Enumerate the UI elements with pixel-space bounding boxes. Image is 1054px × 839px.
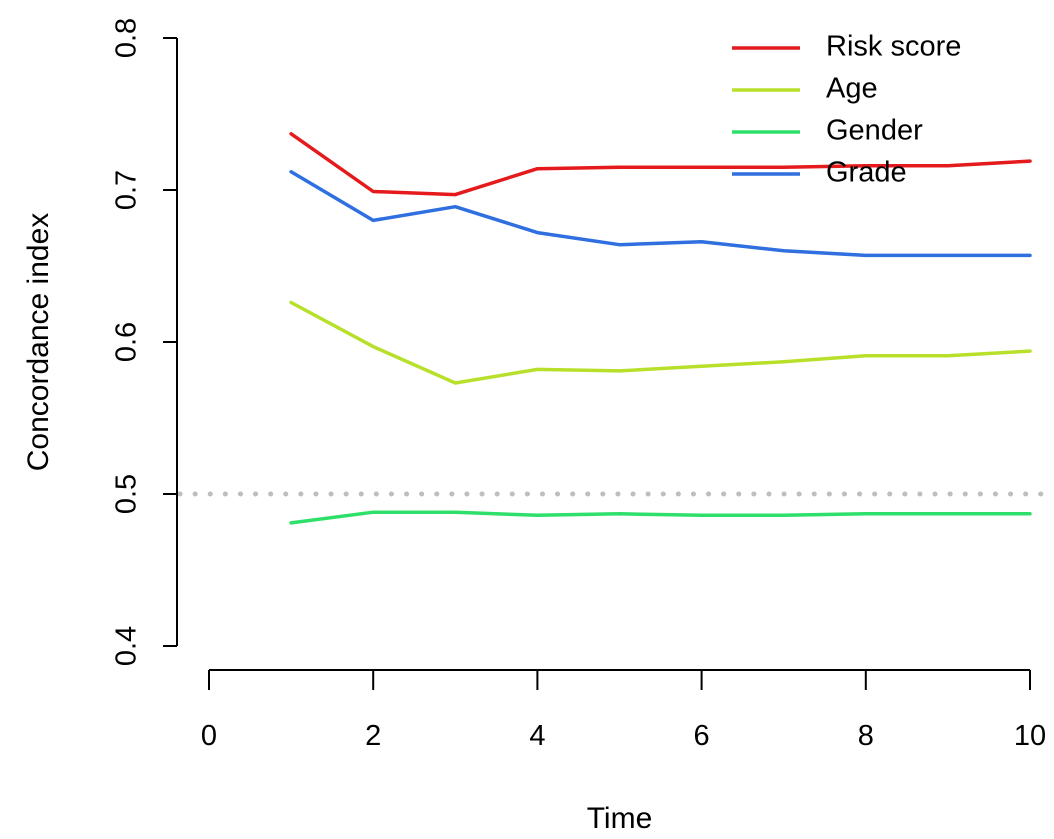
x-tick-label: 4 <box>529 720 545 752</box>
legend-label-age: Age <box>826 73 878 105</box>
y-tick-label: 0.5 <box>111 474 143 514</box>
series-layer <box>289 132 1032 525</box>
series-line-gender <box>289 510 1032 525</box>
x-axis-title: Time <box>587 802 653 835</box>
y-tick-label: 0.4 <box>111 626 143 666</box>
x-tick-label: 0 <box>201 720 217 752</box>
x-tick-label: 6 <box>694 720 710 752</box>
x-tick-label: 8 <box>858 720 874 752</box>
x-tick-label: 10 <box>1014 720 1046 752</box>
y-tick-label: 0.8 <box>111 18 143 58</box>
x-tick-label: 2 <box>365 720 381 752</box>
legend-label-gender: Gender <box>826 115 923 147</box>
legend-label-risk-score: Risk score <box>826 31 961 63</box>
legend-label-grade: Grade <box>826 157 907 189</box>
y-tick-label: 0.6 <box>111 322 143 362</box>
series-line-risk-score <box>289 132 1032 197</box>
y-tick-label: 0.7 <box>111 170 143 210</box>
series-line-age <box>289 300 1032 385</box>
y-axis-title: Concordance index <box>22 213 55 472</box>
legend: Risk score Age Gender Grade <box>732 31 961 189</box>
series-line-grade <box>289 170 1032 258</box>
ticks-layer: 0.4 0.5 0.6 0.7 0.8 0 2 4 6 8 10 <box>111 18 1046 752</box>
